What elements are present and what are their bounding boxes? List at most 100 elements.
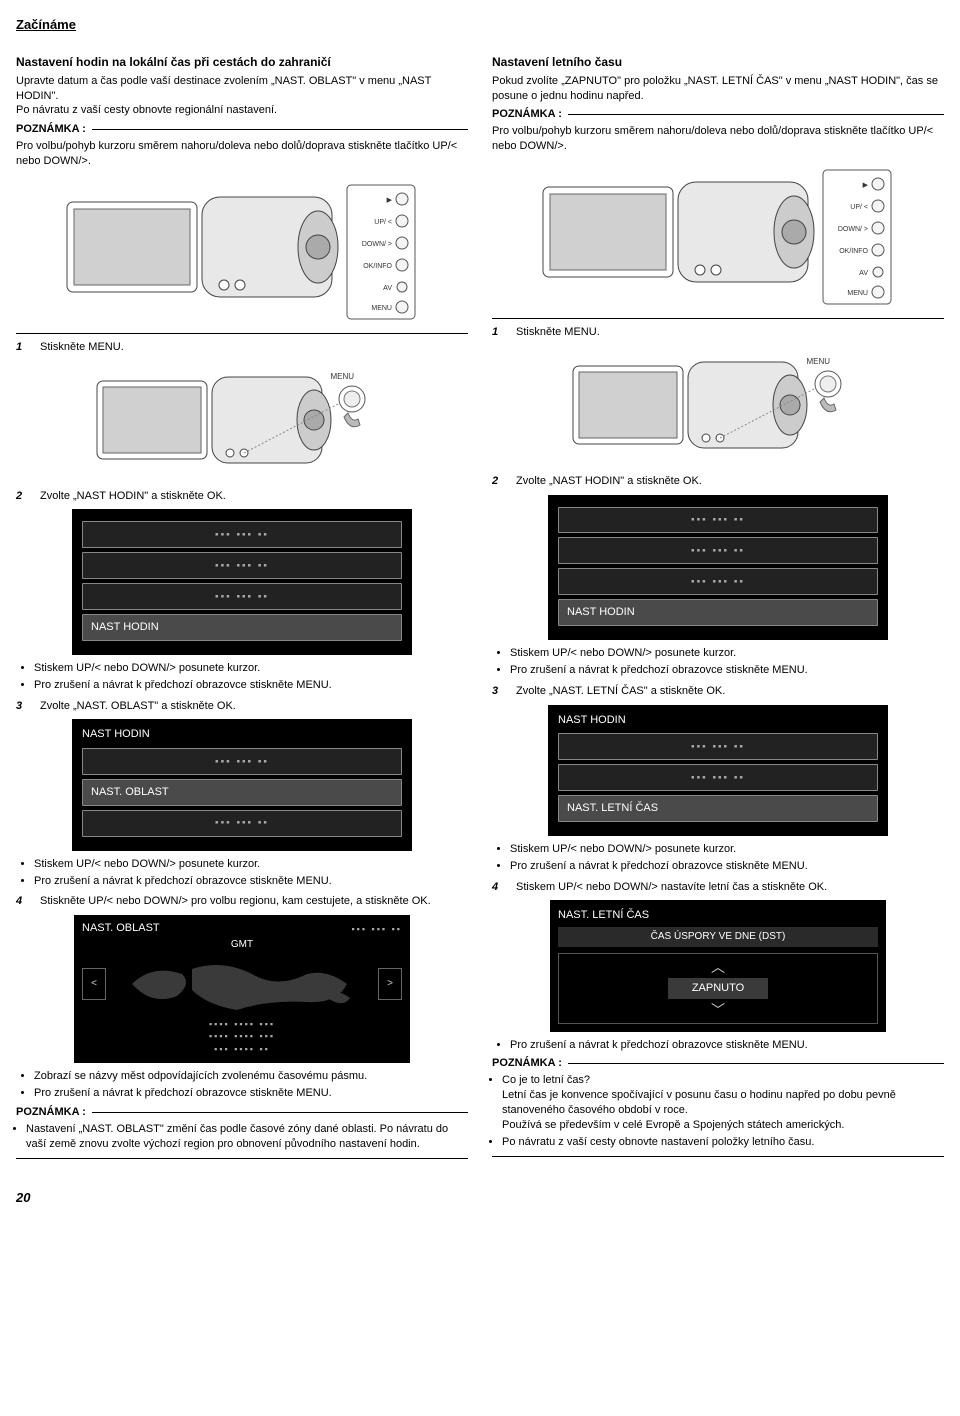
step-text: Zvolte „NAST HODIN" a stiskněte OK. [40,489,468,504]
menu-screen-2: NAST HODIN . NAST. OBLAST . [72,719,412,850]
prev-arrow: < [82,968,106,1000]
bullet-list: Stiskem UP/< nebo DOWN/> posunete kurzor… [510,842,944,874]
chevron-down-icon: ﹀ [711,1003,725,1017]
left-step3: 3 Zvolte „NAST. OBLAST" a stiskněte OK. [16,699,468,714]
left-step2: 2 Zvolte „NAST HODIN" a stiskněte OK. [16,489,468,504]
right-note2-row: POZNÁMKA : [492,1056,944,1071]
placeholder-lines: ▪▪▪▪ ▪▪▪▪ ▪▪▪▪▪▪▪ ▪▪▪▪ ▪▪▪▪▪▪ ▪▪▪▪ ▪▪ [82,1018,402,1056]
divider-line [568,114,944,115]
bullet-list: Pro zrušení a návrat k předchozí obrazov… [510,1038,944,1053]
bullet: Pro zrušení a návrat k předchozí obrazov… [510,1038,944,1053]
svg-text:DOWN/ >: DOWN/ > [362,241,392,248]
note-bullet: Po návratu z vaší cesty obnovte nastaven… [502,1135,944,1150]
dst-subtitle: ČAS ÚSPORY VE DNE (DST) [558,927,878,947]
bullet-list: Stiskem UP/< nebo DOWN/> posunete kurzor… [34,857,468,889]
menu-placeholder: . [558,764,878,791]
note-label: POZNÁMKA : [16,122,86,137]
right-column: Nastavení letního času Pokud zvolíte „ZA… [492,46,944,1165]
right-note-text: Pro volbu/pohyb kurzoru směrem nahoru/do… [492,124,944,154]
right-p1: Pokud zvolíte „ZAPNUTO" pro položku „NAS… [492,74,944,104]
step-text: Zvolte „NAST. OBLAST" a stiskněte OK. [40,699,468,714]
left-p1: Upravte datum a čas podle vaší destinace… [16,74,468,104]
bullet-list: Stiskem UP/< nebo DOWN/> posunete kurzor… [34,661,468,693]
screen-title: NAST HODIN [558,713,878,728]
world-map-screen: NAST. OBLAST ▪▪▪ ▪▪▪ ▪▪ GMT < > ▪▪▪▪ ▪▪▪… [74,915,410,1063]
bullet: Pro zrušení a návrat k předchozí obrazov… [34,678,468,693]
screen-title: NAST HODIN [82,727,402,742]
divider-line [92,1112,468,1113]
svg-text:MENU: MENU [847,290,868,297]
step-text: Zvolte „NAST. LETNÍ ČAS" a stiskněte OK. [516,684,944,699]
step-text: Stiskněte UP/< nebo DOWN/> pro volbu reg… [40,894,468,909]
bullet-list: Stiskem UP/< nebo DOWN/> posunete kurzor… [510,646,944,678]
camera-panel-illustration: ▶ UP/ < DOWN/ > OK/INFO AV MENU [538,162,898,312]
menu-screen-2: NAST HODIN . . NAST. LETNÍ ČAS [548,705,888,836]
bullet: Pro zrušení a návrat k předchozí obrazov… [34,1086,468,1101]
step-number: 4 [16,894,30,909]
right-note-row: POZNÁMKA : [492,107,944,122]
bullet: Stiskem UP/< nebo DOWN/> posunete kurzor… [510,646,944,661]
svg-text:DOWN/ >: DOWN/ > [838,226,868,233]
menu-item-selected: NAST HODIN [82,614,402,641]
step-number: 3 [492,684,506,699]
svg-text:▶: ▶ [863,182,869,189]
bullet: Pro zrušení a návrat k předchozí obrazov… [510,859,944,874]
note-a1: Letní čas je konvence spočívající v posu… [502,1089,896,1116]
bullet: Pro zrušení a návrat k předchozí obrazov… [510,663,944,678]
camera-panel-illustration: ▶ UP/ < DOWN/ > OK/INFO AV MENU [62,177,422,327]
note-bullet: Co je to letní čas? Letní čas je konvenc… [502,1073,944,1132]
left-p2: Po návratu z vaší cesty obnovte regionál… [16,103,468,118]
menu-placeholder: . [82,748,402,775]
note-label: POZNÁMKA : [492,1056,562,1071]
bullet: Stiskem UP/< nebo DOWN/> posunete kurzor… [34,857,468,872]
divider-line [568,1063,944,1064]
world-map-icon [112,954,372,1014]
left-note-row: POZNÁMKA : [16,122,468,137]
step-number: 3 [16,699,30,714]
menu-placeholder: . [82,521,402,548]
bullet: Zobrazí se názvy měst odpovídajících zvo… [34,1069,468,1084]
svg-text:AV: AV [383,285,392,292]
right-step1: 1 Stiskněte MENU. [492,325,944,340]
divider [492,1156,944,1157]
svg-text:MENU: MENU [371,305,392,312]
divider [16,1158,468,1159]
step-number: 2 [492,474,506,489]
right-step3: 3 Zvolte „NAST. LETNÍ ČAS" a stiskněte O… [492,684,944,699]
step-text: Stiskněte MENU. [516,325,944,340]
svg-text:▶: ▶ [387,197,393,204]
menu-item-selected: NAST. OBLAST [82,779,402,806]
divider [492,318,944,319]
bullet: Stiskem UP/< nebo DOWN/> posunete kurzor… [510,842,944,857]
menu-placeholder: . [558,733,878,760]
bullet: Pro zrušení a návrat k předchozí obrazov… [34,874,468,889]
step-text: Stiskněte MENU. [40,340,468,355]
step-number: 4 [492,880,506,895]
svg-text:OK/INFO: OK/INFO [839,248,868,255]
chevron-up-icon: ︿ [711,960,725,974]
camera-menu-illustration: MENU [568,348,868,468]
world-title: NAST. OBLAST [82,921,160,936]
note-label: POZNÁMKA : [16,1105,86,1120]
menu-placeholder: . [558,568,878,595]
divider [16,333,468,334]
right-step2: 2 Zvolte „NAST HODIN" a stiskněte OK. [492,474,944,489]
left-column: Nastavení hodin na lokální čas při cestá… [16,46,468,1165]
menu-item-selected: NAST. LETNÍ ČAS [558,795,878,822]
bullet-list: Zobrazí se názvy měst odpovídajících zvo… [34,1069,468,1101]
page-number: 20 [16,1189,944,1207]
right-title: Nastavení letního času [492,54,944,70]
bullet: Stiskem UP/< nebo DOWN/> posunete kurzor… [34,661,468,676]
note-bullets: Co je to letní čas? Letní čas je konvenc… [502,1073,944,1149]
menu-placeholder: . [82,552,402,579]
step-number: 1 [492,325,506,340]
svg-text:MENU: MENU [330,372,354,381]
menu-item-selected: NAST HODIN [558,599,878,626]
menu-placeholder: . [558,537,878,564]
note-bullets: Nastavení „NAST. OBLAST" změní čas podle… [26,1122,468,1152]
menu-placeholder: . [82,810,402,837]
svg-text:OK/INFO: OK/INFO [363,263,392,270]
note-label: POZNÁMKA : [492,107,562,122]
left-step1: 1 Stiskněte MENU. [16,340,468,355]
left-step4: 4 Stiskněte UP/< nebo DOWN/> pro volbu r… [16,894,468,909]
